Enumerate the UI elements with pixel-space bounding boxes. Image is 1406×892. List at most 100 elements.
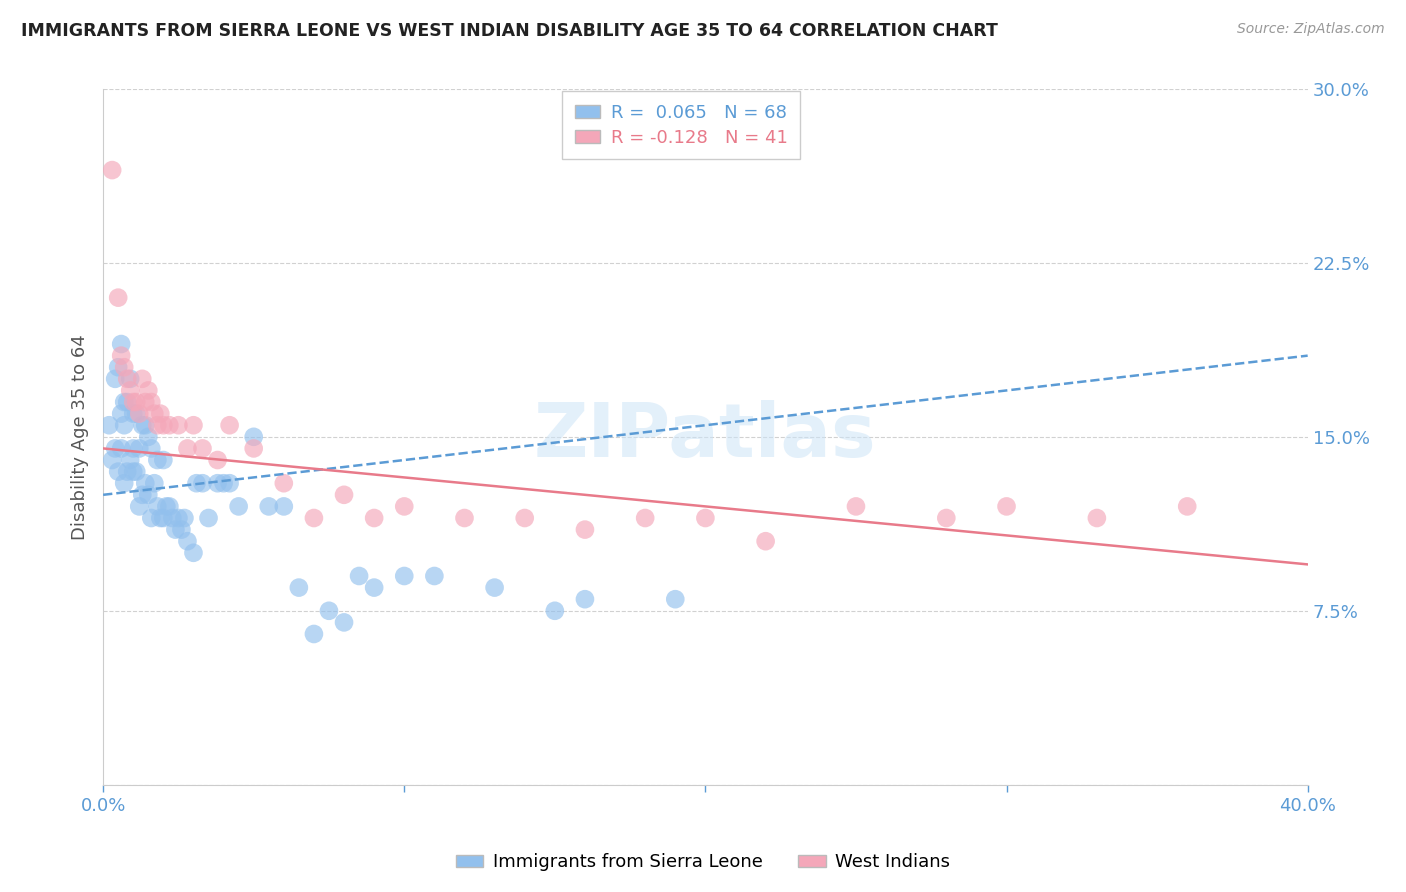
Point (176, 534, 198, 549)
Point (143, 476, 166, 491)
Point (162, 511, 184, 525)
Legend: Immigrants from Sierra Leone, West Indians: Immigrants from Sierra Leone, West India… (449, 847, 957, 879)
Point (125, 395, 148, 409)
Legend: R =  0.065   N = 68, R = -0.128   N = 41: R = 0.065 N = 68, R = -0.128 N = 41 (562, 91, 800, 160)
Point (141, 442, 163, 456)
Point (115, 395, 138, 409)
Point (302, 627, 325, 641)
Y-axis label: Disability Age 35 to 64: Disability Age 35 to 64 (72, 334, 89, 540)
Point (1085, 511, 1108, 525)
Point (165, 523, 187, 537)
Point (167, 511, 190, 525)
Point (1175, 500, 1198, 514)
Point (664, 592, 686, 607)
Point (120, 384, 142, 398)
Point (333, 488, 356, 502)
Point (128, 500, 150, 514)
Point (110, 337, 132, 351)
Point (115, 465, 138, 479)
Point (207, 476, 229, 491)
Point (131, 488, 153, 502)
Point (183, 546, 205, 560)
Point (212, 476, 235, 491)
Point (125, 465, 148, 479)
Point (176, 442, 198, 456)
Point (347, 569, 370, 583)
Point (242, 442, 264, 456)
Point (183, 418, 205, 433)
Point (288, 581, 311, 595)
Point (363, 511, 385, 525)
Point (146, 500, 169, 514)
Point (149, 407, 172, 421)
Point (191, 476, 214, 491)
Point (453, 511, 475, 525)
Point (695, 511, 717, 525)
Point (136, 430, 159, 444)
Point (104, 442, 127, 456)
Point (155, 500, 177, 514)
Point (363, 581, 385, 595)
Point (170, 523, 193, 537)
Point (273, 476, 295, 491)
Point (128, 442, 150, 456)
Point (146, 418, 169, 433)
Point (257, 500, 280, 514)
Point (120, 372, 142, 386)
Point (122, 407, 145, 421)
Point (152, 511, 174, 525)
Point (173, 511, 195, 525)
Point (134, 418, 156, 433)
Point (634, 511, 657, 525)
Point (207, 453, 229, 467)
Point (146, 453, 169, 467)
Point (157, 500, 180, 514)
Point (273, 500, 295, 514)
Point (302, 511, 325, 525)
Point (845, 500, 868, 514)
Point (131, 372, 153, 386)
Point (131, 418, 153, 433)
Point (574, 523, 596, 537)
Point (186, 476, 208, 491)
Point (107, 291, 129, 305)
Point (318, 604, 340, 618)
Text: Source: ZipAtlas.com: Source: ZipAtlas.com (1237, 22, 1385, 37)
Point (112, 395, 135, 409)
Point (136, 384, 159, 398)
Point (143, 407, 166, 421)
Point (134, 395, 156, 409)
Point (136, 488, 159, 502)
Point (107, 360, 129, 375)
Point (544, 604, 567, 618)
Point (394, 569, 416, 583)
Point (101, 163, 124, 178)
Text: ZIPatlas: ZIPatlas (534, 401, 877, 474)
Point (101, 453, 124, 467)
Point (122, 395, 145, 409)
Point (110, 442, 132, 456)
Point (152, 418, 174, 433)
Point (125, 407, 148, 421)
Point (98, 418, 121, 433)
Point (149, 511, 172, 525)
Point (513, 511, 536, 525)
Point (104, 372, 127, 386)
Point (423, 569, 446, 583)
Point (197, 511, 219, 525)
Point (110, 407, 132, 421)
Point (152, 453, 174, 467)
Point (112, 418, 135, 433)
Point (242, 430, 264, 444)
Point (755, 534, 778, 549)
Point (935, 511, 957, 525)
Point (167, 418, 190, 433)
Point (995, 500, 1018, 514)
Point (112, 360, 135, 375)
Point (122, 442, 145, 456)
Point (218, 418, 240, 433)
Point (218, 476, 240, 491)
Point (333, 615, 356, 630)
Point (141, 395, 163, 409)
Point (107, 465, 129, 479)
